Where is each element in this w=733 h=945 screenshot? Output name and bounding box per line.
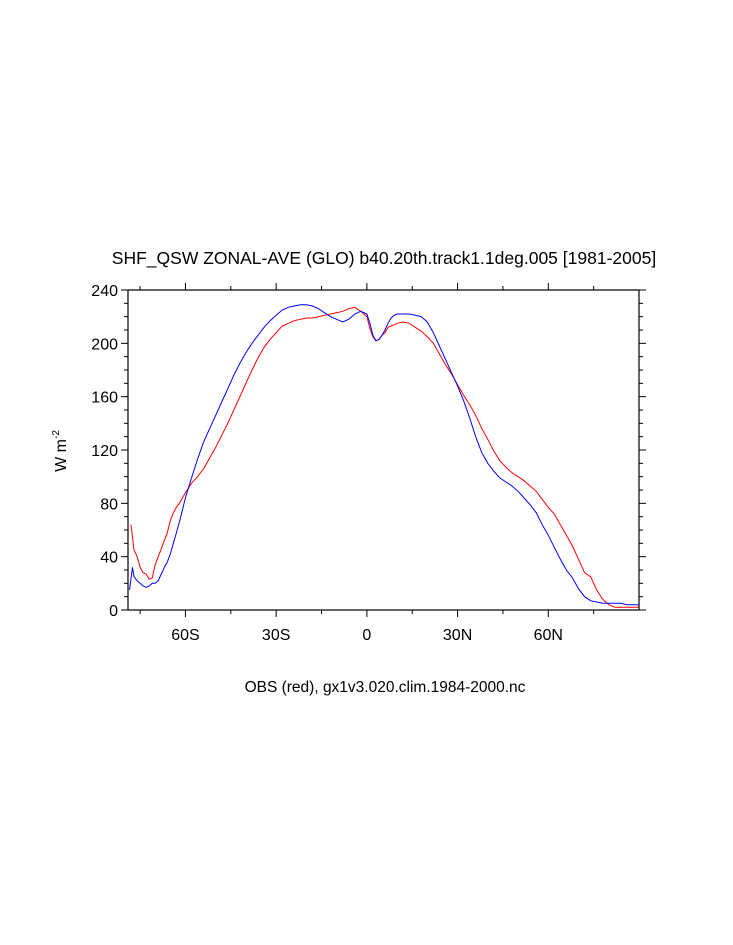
y-tick-label: 240 <box>91 283 118 300</box>
y-axis-label: W m-2 <box>51 430 70 472</box>
x-tick-label: 30S <box>262 627 290 644</box>
x-tick-label: 60S <box>171 627 199 644</box>
x-tick-label: 30N <box>443 627 472 644</box>
tick-layer: 0 40 80 120 160 200 240 60S 30S 0 30N 60N <box>91 283 646 644</box>
series-line-1 <box>130 306 639 608</box>
chart-subtitle: OBS (red), gx1v3.020.clim.1984-2000.nc <box>245 679 526 696</box>
series-layer <box>129 304 639 608</box>
y-tick-label: 0 <box>109 603 118 620</box>
y-tick-label: 80 <box>100 496 118 513</box>
y-tick-label: 160 <box>91 390 118 407</box>
x-tick-label: 60N <box>534 627 563 644</box>
plot-area: 0 40 80 120 160 200 240 60S 30S 0 30N 60N <box>91 283 646 644</box>
x-tick-label: 0 <box>362 627 371 644</box>
y-tick-label: 120 <box>91 443 118 460</box>
y-tick-label: 200 <box>91 336 118 353</box>
y-axis-label-exponent: -2 <box>51 430 62 439</box>
series-line-2 <box>129 304 639 606</box>
chart-title: SHF_QSW ZONAL-AVE (GLO) b40.20th.track1.… <box>112 248 656 269</box>
y-tick-label: 40 <box>100 550 118 567</box>
y-axis-label-unit: W m <box>53 439 70 472</box>
